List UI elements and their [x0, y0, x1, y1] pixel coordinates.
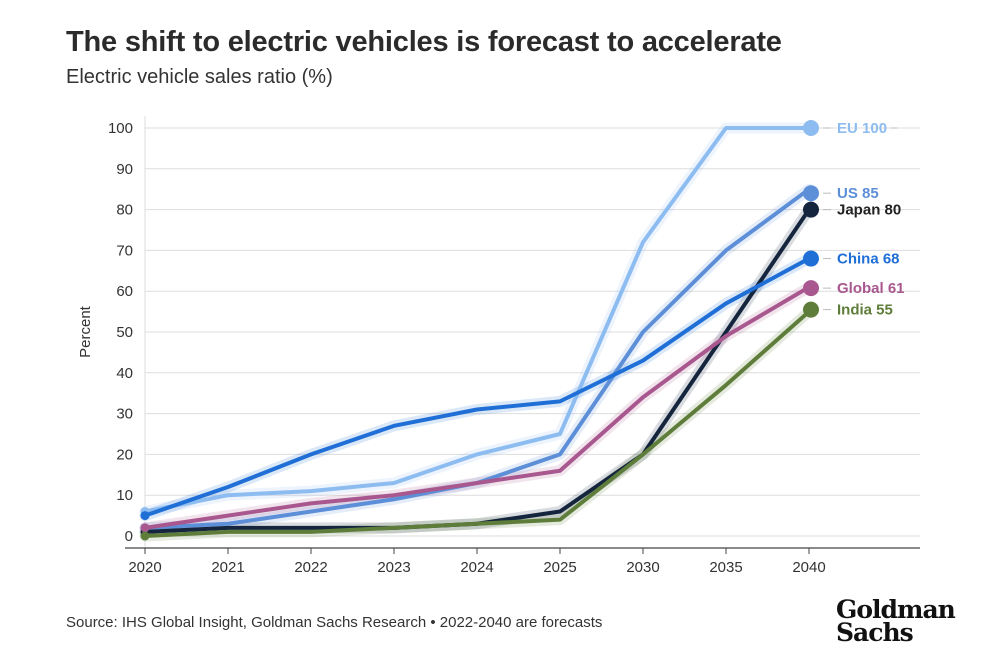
series-end-point-eu	[803, 120, 819, 136]
y-tick-label: 70	[116, 242, 133, 259]
y-tick-label: 50	[116, 324, 133, 341]
series-line-global	[143, 285, 811, 530]
chart-subtitle: Electric vehicle sales ratio (%)	[66, 66, 333, 88]
series-line-eu	[143, 126, 811, 514]
series-start-point-india	[140, 531, 150, 541]
x-tick-label: 2023	[377, 559, 410, 576]
series-line-china	[143, 256, 811, 518]
y-tick-label: 40	[116, 365, 133, 382]
x-tick-label: 2021	[211, 559, 244, 576]
x-tick-label: 2020	[128, 559, 161, 576]
series-start-point-global	[140, 523, 150, 533]
series-end-point-china	[803, 250, 819, 267]
y-tick-label: 0	[125, 528, 133, 545]
series-halo-china	[139, 253, 815, 522]
series-start-point-china	[140, 511, 150, 521]
gridlines	[144, 116, 920, 548]
series-end-label-us: US 85	[837, 185, 879, 202]
series-end-label-japan: Japan 80	[837, 202, 901, 219]
x-axis-ticks: 2020 2021 2022 2023 2024 2025 2030 2035 2040	[125, 547, 920, 576]
y-tick-label: 80	[116, 202, 133, 219]
x-tick-label: 2024	[460, 559, 493, 576]
series-end-label-global: Global 61	[837, 280, 905, 297]
y-tick-label: 10	[116, 487, 133, 504]
logo-line-1: Goldman	[836, 595, 956, 624]
series-end-point-india	[803, 301, 819, 318]
series-lines	[139, 122, 815, 542]
goldman-sachs-logo: Goldman Sachs	[836, 595, 956, 647]
series-line-india	[143, 309, 811, 538]
chart-title: The shift to electric vehicles is foreca…	[66, 26, 782, 58]
x-tick-label: 2035	[709, 559, 742, 576]
y-tick-label: 30	[116, 406, 133, 423]
series-end-label-eu: EU 100	[837, 120, 887, 137]
x-tick-label: 2040	[792, 559, 825, 576]
y-tick-label: 60	[116, 283, 133, 300]
y-tick-label: 20	[116, 446, 133, 463]
series-end-point-us	[803, 185, 819, 202]
series-end-label-china: China 68	[837, 251, 900, 268]
series-end-point-global	[803, 280, 819, 297]
series-end-label-india: India 55	[837, 302, 893, 319]
series-end-point-japan	[803, 201, 819, 218]
y-axis-label: Percent	[77, 305, 94, 358]
x-tick-label: 2030	[626, 559, 659, 576]
y-tick-label: 90	[116, 161, 133, 178]
source-note: Source: IHS Global Insight, Goldman Sach…	[66, 614, 603, 631]
x-tick-label: 2025	[543, 559, 576, 576]
y-axis-ticks: 0 10 20 30 40 50 60 70 80 90 100	[108, 120, 133, 545]
x-tick-label: 2022	[294, 559, 327, 576]
y-tick-label: 100	[108, 120, 133, 137]
logo-line-2: Sachs	[836, 618, 914, 647]
